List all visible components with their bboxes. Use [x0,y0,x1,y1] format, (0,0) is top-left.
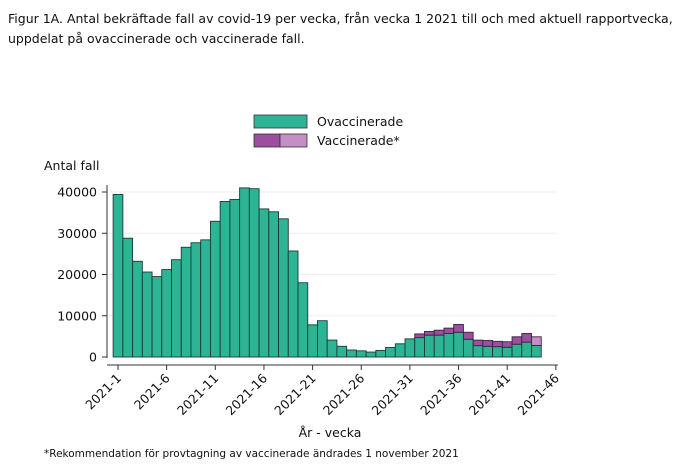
bar-ovaccinerade [521,341,532,358]
x-tick-label: 2021-11 [174,371,222,419]
bar-vaccinerade [443,327,455,334]
bar-ovaccinerade [511,343,523,358]
bar-ovaccinerade [190,242,202,358]
bar-ovaccinerade [200,239,211,358]
bar-ovaccinerade [424,334,435,358]
bar-ovaccinerade [132,260,143,358]
bar-ovaccinerade [355,350,367,358]
bar-vaccinerade [433,329,445,336]
bar-ovaccinerade [414,337,425,358]
y-tick-label: 10000 [57,308,97,323]
bar-vaccinerade [511,336,523,345]
bar-ovaccinerade [531,345,542,358]
bar-ovaccinerade [112,194,124,358]
x-tick-label: 2021-21 [271,371,319,419]
bar-ovaccinerade [229,198,241,358]
legend-swatch-vaccinerade-preliminary [279,133,308,148]
bar-ovaccinerade [287,250,299,358]
y-tick-label: 30000 [57,226,97,241]
bar-ovaccinerade [501,346,513,358]
bar-vaccinerade [472,339,484,347]
bar-ovaccinerade [151,276,163,358]
x-tick-label: 2021-41 [466,371,514,419]
bar-ovaccinerade [453,331,464,358]
y-tick-label: 0 [89,350,97,365]
x-tick-label: 2021-26 [320,370,368,418]
bar-ovaccinerade [472,345,484,358]
bar-ovaccinerade [433,334,445,358]
bar-ovaccinerade [462,338,474,358]
y-tick-label: 20000 [57,267,97,282]
bar-ovaccinerade [141,271,153,358]
bar-ovaccinerade [482,345,494,358]
bar-vaccinerade [424,330,435,336]
bar-ovaccinerade [171,259,182,358]
bar-ovaccinerade [404,338,416,358]
bar-vaccinerade [501,341,513,348]
legend-swatch-vaccinerade [253,133,281,148]
bar-vaccinerade [453,323,464,333]
bar-ovaccinerade [209,220,221,358]
bar-vaccinerade [492,340,503,348]
bar-vaccinerade [462,331,474,340]
x-tick-label: 2021-6 [131,370,173,412]
bar-ovaccinerade [122,237,134,358]
bar-ovaccinerade [326,339,338,358]
y-tick-label: 40000 [57,185,97,200]
y-axis-title: Antal fall [44,158,100,173]
x-tick-label: 2021-46 [514,370,562,418]
bar-vaccinerade [482,340,494,347]
bar-ovaccinerade [219,201,231,358]
bar-vaccinerade [531,336,542,346]
bar-ovaccinerade [307,324,318,358]
bar-ovaccinerade [492,346,503,358]
bar-ovaccinerade [297,282,309,358]
bar-ovaccinerade [375,349,387,358]
bar-ovaccinerade [278,218,289,358]
bar-ovaccinerade [317,320,328,358]
bar-vaccinerade [414,333,425,339]
footnote: *Rekommendation för provtagning av vacci… [44,448,459,460]
x-axis-title: År - vecka [299,425,362,440]
x-tick-label: 2021-16 [223,370,271,418]
bar-ovaccinerade [268,211,279,358]
legend-label-vaccinerade: Vaccinerade* [317,133,400,148]
bar-ovaccinerade [346,349,357,358]
x-tick-label: 2021-1 [82,371,124,413]
bar-ovaccinerade [161,269,172,358]
bar-ovaccinerade [394,343,406,358]
bar-ovaccinerade [365,351,377,358]
bar-ovaccinerade [443,333,455,358]
bar-ovaccinerade [180,246,192,358]
bar-ovaccinerade [385,347,396,358]
bar-ovaccinerade [336,345,348,358]
bar-ovaccinerade [248,188,260,358]
x-tick-label: 2021-36 [417,370,465,418]
bar-ovaccinerade [239,187,250,358]
figure-title: Figur 1A. Antal bekräftade fall av covid… [8,11,673,46]
bar-vaccinerade [521,333,532,343]
legend-label-ovaccinerade: Ovaccinerade [317,114,403,129]
bar-ovaccinerade [258,208,270,358]
legend-swatch-ovaccinerade [253,114,308,129]
x-tick-label: 2021-31 [368,371,416,419]
